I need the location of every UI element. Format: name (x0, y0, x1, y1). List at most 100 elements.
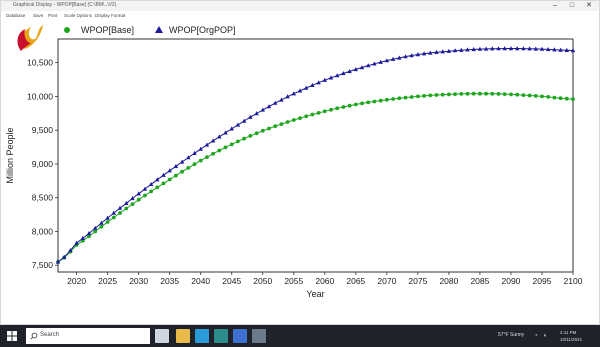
file-explorer-icon[interactable] (176, 329, 190, 343)
data-point (316, 111, 321, 115)
data-point (335, 106, 340, 111)
data-point (359, 65, 365, 70)
taskbar: Search 57°F Sunny ◔ ◖ 4:11 PM 10/11/2021 (0, 325, 600, 347)
menu-display-format[interactable]: Display Format (95, 13, 126, 18)
data-point (248, 114, 253, 119)
x-tick-label: 2025 (98, 276, 117, 286)
y-tick-label: 10,000 (27, 91, 53, 101)
data-point (502, 92, 507, 96)
data-point (235, 122, 241, 127)
data-point (105, 215, 110, 220)
data-point (229, 142, 234, 147)
data-point (254, 111, 259, 116)
x-tick-label: 2095 (533, 276, 552, 286)
data-point (434, 93, 439, 97)
chart-axes: 2020 2025 2030 2035 2040 2045 2050 2055 2060 2065… (5, 38, 583, 299)
data-point (186, 155, 191, 160)
wave-logo-icon (17, 25, 43, 51)
data-point (366, 100, 371, 105)
y-tick-label: 10,500 (27, 58, 53, 68)
data-point (341, 71, 346, 76)
data-point (304, 114, 309, 119)
data-point (297, 88, 303, 93)
data-point (124, 206, 129, 211)
data-point (80, 235, 85, 240)
data-point (130, 196, 135, 201)
legend-base-marker (64, 27, 70, 33)
data-point (266, 104, 272, 109)
x-tick-label: 2075 (408, 276, 427, 286)
x-tick-label: 2100 (564, 276, 583, 286)
data-point (322, 77, 327, 82)
volume-icon[interactable]: ◖ (543, 333, 547, 339)
data-point (477, 46, 483, 51)
data-point (378, 98, 383, 103)
clock-time[interactable]: 4:11 PM (560, 330, 577, 335)
data-point (347, 69, 352, 74)
taskbar-search-box[interactable]: Search (26, 328, 150, 344)
data-point (68, 248, 73, 253)
data-point (143, 193, 147, 198)
weather-widget[interactable]: 57°F Sunny (498, 332, 525, 338)
task-view-icon[interactable] (155, 329, 169, 343)
x-axis-label: Year (306, 289, 324, 299)
close-button[interactable]: ✕ (586, 2, 592, 9)
x-tick-label: 2060 (315, 276, 334, 286)
data-point (223, 130, 228, 135)
windows-start-icon[interactable] (2, 327, 22, 345)
data-point (205, 155, 209, 160)
x-tick-label: 2085 (470, 276, 489, 286)
data-point (167, 177, 172, 182)
x-tick-label: 2045 (222, 276, 241, 286)
x-tick-label: 2035 (160, 276, 179, 286)
maximize-button[interactable]: □ (569, 2, 575, 9)
data-point (148, 181, 154, 186)
clock-date[interactable]: 10/11/2021 (560, 337, 583, 342)
data-point (223, 145, 228, 150)
vensim-app-icon[interactable] (252, 329, 266, 343)
search-placeholder: Search (40, 332, 60, 338)
data-point (378, 59, 383, 64)
data-point (217, 134, 222, 139)
edge-browser-icon[interactable] (195, 329, 209, 343)
y-tick-label: 9,500 (32, 125, 54, 135)
app-icon-teal[interactable] (214, 329, 228, 343)
minimize-button[interactable]: – (553, 2, 557, 9)
data-point (515, 46, 520, 51)
data-point (353, 67, 358, 72)
data-point (564, 47, 569, 52)
menu-save[interactable]: Save (33, 13, 44, 18)
data-point (490, 46, 495, 51)
y-tick-label: 8,000 (32, 226, 54, 236)
data-point (385, 97, 389, 102)
data-point (571, 97, 575, 101)
series-line (57, 48, 574, 263)
data-point (161, 181, 166, 186)
data-point (87, 234, 91, 239)
data-point (527, 93, 532, 98)
data-point (372, 61, 377, 66)
network-icon[interactable]: ◔ (534, 333, 538, 339)
app-icon-blue[interactable] (233, 329, 247, 343)
data-point (384, 58, 390, 63)
window-title: Graphical Display - WPOP[Base] (C:\BM\..… (13, 2, 117, 8)
data-point (496, 46, 501, 51)
data-point (229, 126, 234, 131)
x-tick-label: 2065 (346, 276, 365, 286)
x-tick-label: 2055 (284, 276, 303, 286)
data-point (291, 118, 296, 122)
data-point (204, 142, 210, 147)
data-point (124, 200, 129, 205)
menu-print[interactable]: Print (48, 13, 58, 18)
x-tick-label: 2070 (377, 276, 396, 286)
data-point (236, 139, 240, 144)
data-point (62, 254, 67, 259)
data-point (210, 138, 216, 143)
data-point (483, 46, 489, 51)
menu-scale-options[interactable]: Scale Options (64, 13, 93, 18)
menu-database[interactable]: Database (6, 13, 26, 18)
data-point (366, 63, 371, 68)
data-point (254, 131, 259, 136)
data-point (552, 47, 557, 52)
data-point (564, 96, 569, 101)
